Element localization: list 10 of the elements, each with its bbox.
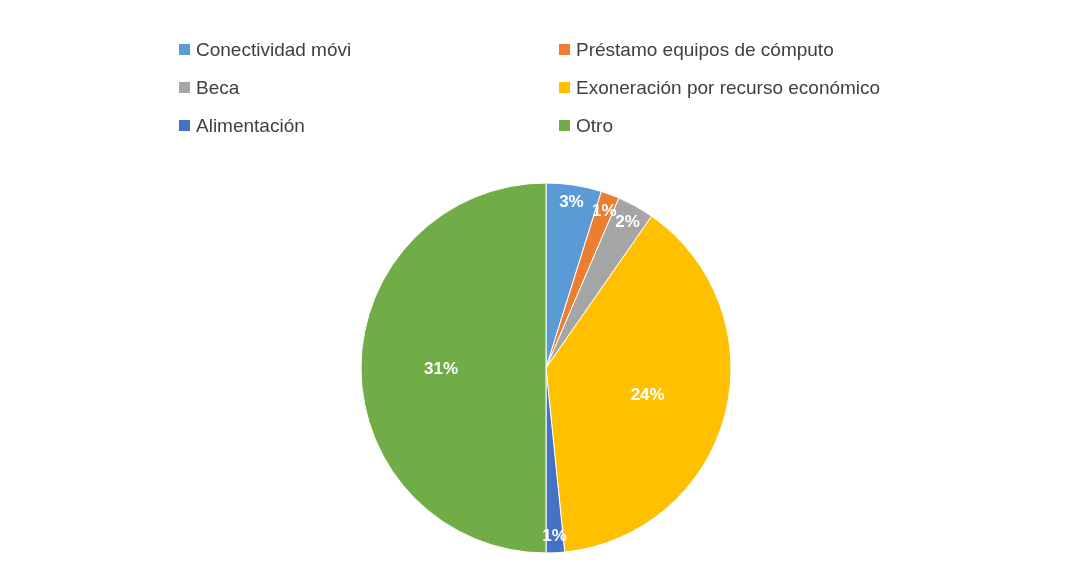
legend-label: Préstamo equipos de cómputo bbox=[576, 39, 834, 60]
legend-label: Beca bbox=[196, 77, 240, 98]
data-label: 3% bbox=[559, 192, 584, 212]
legend-label: Otro bbox=[576, 115, 613, 136]
legend-label: Exoneración por recurso económico bbox=[576, 77, 881, 98]
legend-label: Alimentación bbox=[196, 115, 305, 136]
data-label: 31% bbox=[423, 358, 459, 378]
data-label: 2% bbox=[615, 211, 640, 231]
data-label: 24% bbox=[630, 384, 665, 404]
legend-label: Conectividad móvi bbox=[196, 39, 352, 60]
